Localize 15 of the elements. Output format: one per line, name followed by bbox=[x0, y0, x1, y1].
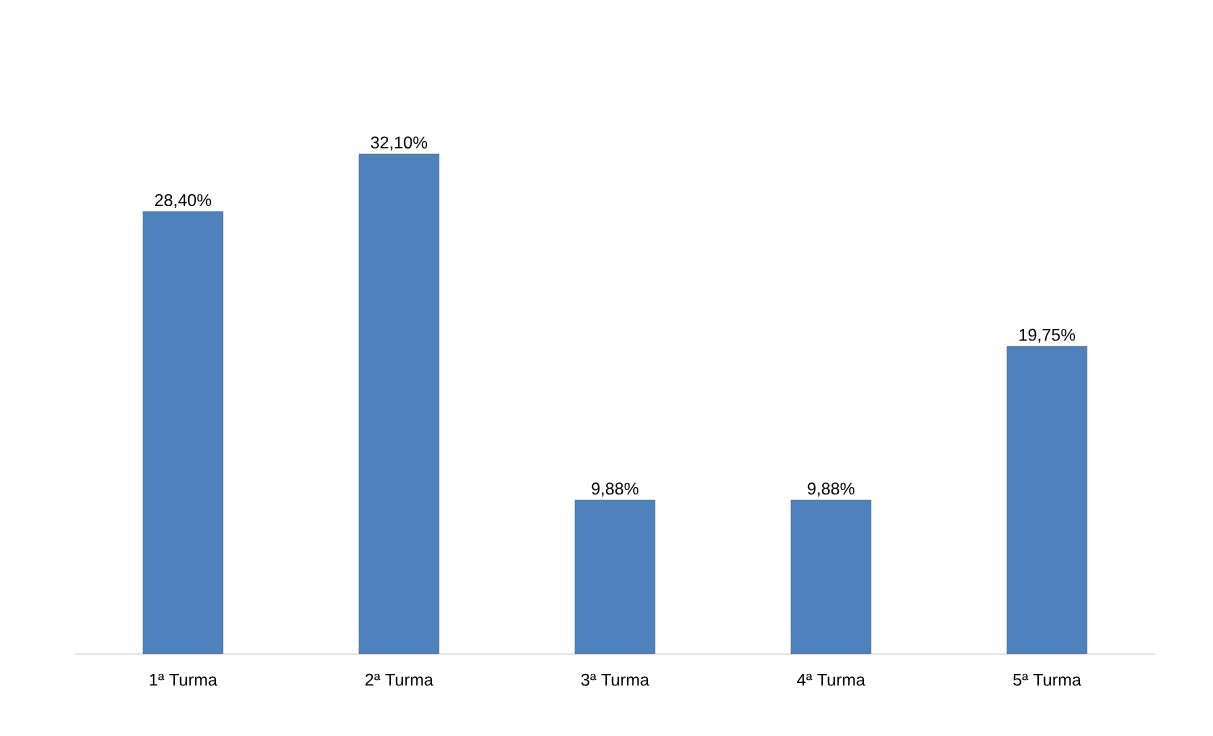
data-label: 32,10% bbox=[370, 136, 428, 151]
bar bbox=[1006, 346, 1088, 654]
x-tick-label: 4ª Turma bbox=[797, 673, 866, 686]
bar bbox=[142, 211, 224, 654]
bar bbox=[574, 499, 656, 654]
x-tick-label: 5ª Turma bbox=[1013, 673, 1082, 686]
x-tick-label: 1ª Turma bbox=[149, 673, 218, 686]
data-label: 28,40% bbox=[155, 194, 212, 209]
bar bbox=[790, 499, 872, 654]
data-label: 9,88% bbox=[807, 482, 855, 497]
data-label: 9,88% bbox=[591, 482, 639, 497]
data-label: 19,75% bbox=[1019, 328, 1076, 343]
x-tick-label: 2ª Turma bbox=[365, 673, 434, 686]
bar bbox=[358, 153, 440, 654]
x-tick-label: 3ª Turma bbox=[581, 673, 650, 686]
